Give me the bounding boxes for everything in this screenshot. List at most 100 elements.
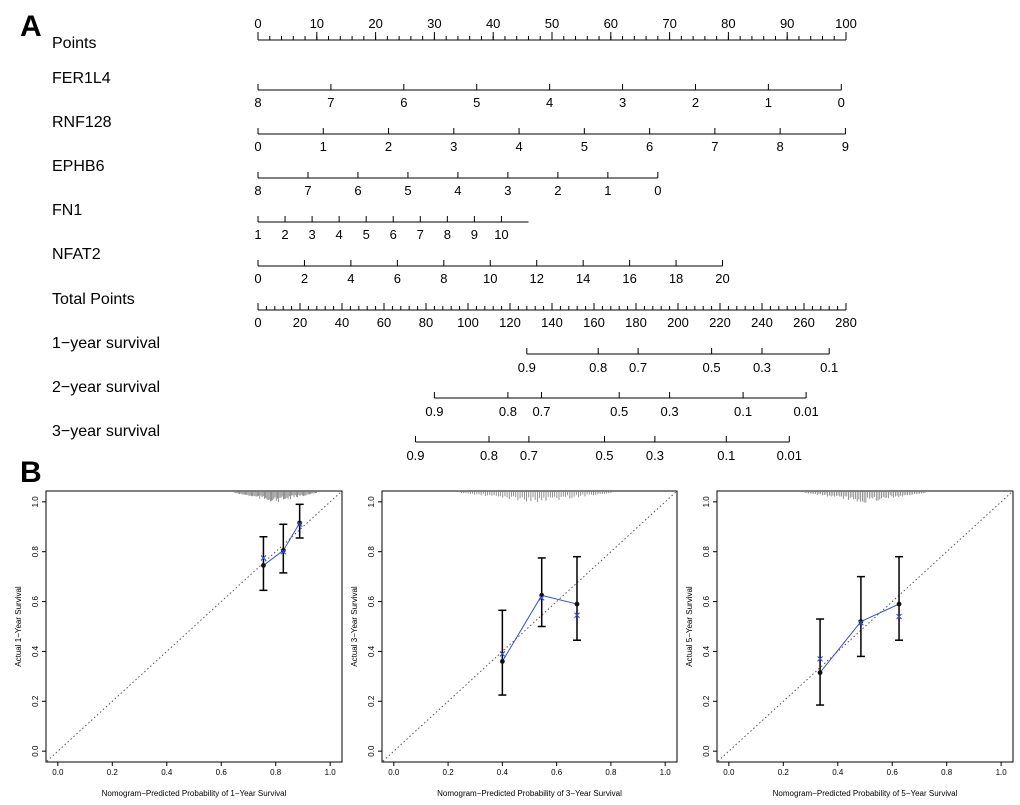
plot-frame: [716, 490, 1014, 763]
survival-tick-label-1: 0.8: [589, 360, 607, 375]
panel-label-b: B: [20, 456, 42, 489]
variable-tick-label-ephb6: 0: [654, 183, 661, 198]
observed-point: [817, 670, 823, 676]
variable-label-fn1: FN1: [52, 202, 82, 219]
variable-tick-label-nfat2: 20: [715, 271, 729, 286]
survival-tick-label-2: 0.3: [661, 404, 679, 419]
y-tick-label: 0.4: [367, 645, 376, 657]
variable-tick-label-rnf128: 2: [385, 139, 392, 154]
x-tick-label: 0.8: [270, 768, 282, 777]
variable-tick-label-nfat2: 6: [394, 271, 401, 286]
x-tick-label: 0.4: [161, 768, 173, 777]
total-points-tick-label: 80: [419, 315, 433, 330]
y-tick-label: 0.8: [367, 546, 376, 558]
variable-tick-label-nfat2: 8: [440, 271, 447, 286]
bias-corrected-marker: [499, 651, 506, 657]
x-tick-label: 0.2: [443, 768, 455, 777]
y-tick-label: 0.6: [31, 595, 40, 607]
survival-label-1: 1−year survival: [52, 335, 160, 352]
survival-tick-label-2: 0.1: [734, 404, 752, 419]
x-tick-label: 1.0: [996, 768, 1008, 777]
calibration-line: [263, 522, 301, 566]
points-tick-label: 90: [780, 16, 794, 31]
points-tick-label: 50: [545, 16, 559, 31]
variable-tick-label-fer1l4: 2: [692, 95, 699, 110]
x-tick-label: 0.6: [887, 768, 899, 777]
y-tick-label: 0.2: [31, 695, 40, 707]
survival-tick-label-1: 0.3: [753, 360, 771, 375]
observed-point: [896, 601, 902, 607]
variable-tick-label-rnf128: 7: [711, 139, 718, 154]
variable-tick-label-fn1: 4: [336, 227, 343, 242]
bias-corrected-marker: [896, 613, 902, 620]
variable-tick-label-ephb6: 3: [504, 183, 511, 198]
y-tick-label: 1.0: [702, 496, 711, 508]
variable-tick-label-ephb6: 2: [554, 183, 561, 198]
variable-tick-label-nfat2: 4: [347, 271, 354, 286]
x-axis-title: Nomogram−Predicted Probability of 5−Year…: [773, 789, 958, 798]
x-tick-label: 1.0: [660, 768, 672, 777]
observed-point: [280, 548, 286, 553]
survival-tick-label-1: 0.1: [820, 360, 838, 375]
points-tick-label: 40: [486, 16, 500, 31]
variable-tick-label-fn1: 9: [471, 227, 478, 242]
variable-tick-label-ephb6: 8: [254, 183, 261, 198]
calibration-plot-5-year: 0.0 0.2 0.4 0.6 0.8 1.0 0.0 0.2 0.4 0.6 0.8 1.0 Nomo…: [685, 490, 1014, 798]
calibration-line: [501, 594, 578, 662]
variable-tick-label-nfat2: 18: [669, 271, 683, 286]
x-tick-label: 0.0: [723, 768, 735, 777]
total-points-tick-label: 260: [793, 315, 815, 330]
x-axis-title: Nomogram−Predicted Probability of 1−Year…: [102, 789, 287, 798]
variable-label-fer1l4: FER1L4: [52, 70, 111, 87]
y-tick-label: 0.6: [367, 595, 376, 607]
variable-tick-label-nfat2: 10: [483, 271, 497, 286]
plot-frame: [45, 490, 343, 763]
points-row-label: Points: [52, 35, 96, 52]
bias-corrected-marker: [538, 594, 545, 601]
total-points-tick-label: 280: [835, 315, 857, 330]
total-points-tick-label: 60: [377, 315, 391, 330]
total-points-tick-label: 200: [667, 315, 689, 330]
total-points-label: Total Points: [52, 291, 135, 308]
y-axis-title: Actual 3−Year Survival: [350, 586, 359, 667]
x-tick-label: 1.0: [325, 768, 337, 777]
variable-tick-label-fn1: 10: [494, 227, 508, 242]
survival-tick-label-1: 0.7: [629, 360, 647, 375]
survival-tick-label-3: 0.5: [595, 448, 613, 463]
x-tick-label: 0.6: [216, 768, 228, 777]
variable-tick-label-nfat2: 14: [576, 271, 590, 286]
variable-tick-label-fn1: 7: [417, 227, 424, 242]
total-points-tick-label: 160: [583, 315, 605, 330]
variable-tick-label-ephb6: 1: [604, 183, 611, 198]
ideal-diagonal-line: [382, 491, 677, 762]
total-points-tick-label: 20: [293, 315, 307, 330]
survival-tick-label-3: 0.7: [520, 448, 538, 463]
x-tick-label: 0.8: [605, 768, 617, 777]
y-tick-label: 0.4: [31, 645, 40, 657]
y-tick-label: 0.0: [367, 745, 376, 757]
variable-tick-label-fer1l4: 0: [838, 95, 845, 110]
variable-tick-label-fer1l4: 6: [400, 95, 407, 110]
variable-tick-label-fn1: 1: [254, 227, 261, 242]
observed-point: [574, 601, 580, 607]
survival-tick-label-3: 0.3: [646, 448, 664, 463]
survival-tick-label-3: 0.01: [777, 448, 802, 463]
variable-tick-label-fn1: 3: [308, 227, 315, 242]
survival-tick-label-2: 0.5: [610, 404, 628, 419]
x-tick-label: 0.6: [551, 768, 563, 777]
variable-tick-label-nfat2: 12: [529, 271, 543, 286]
total-points-tick-label: 220: [709, 315, 731, 330]
calibration-plot-1-year: 0.0 0.2 0.4 0.6 0.8 1.0 0.0 0.2 0.4 0.6 0.8 1.0 Nomo…: [14, 490, 343, 798]
x-tick-label: 0.8: [941, 768, 953, 777]
variable-tick-label-rnf128: 0: [254, 139, 261, 154]
variable-tick-label-fn1: 8: [444, 227, 451, 242]
x-tick-label: 0.0: [52, 768, 64, 777]
variable-tick-label-ephb6: 6: [354, 183, 361, 198]
variable-tick-label-fer1l4: 7: [327, 95, 334, 110]
total-points-tick-label: 240: [751, 315, 773, 330]
variable-tick-label-fer1l4: 1: [765, 95, 772, 110]
variable-tick-label-fn1: 6: [390, 227, 397, 242]
y-tick-label: 0.6: [702, 595, 711, 607]
variable-tick-label-fer1l4: 3: [619, 95, 626, 110]
variable-tick-label-nfat2: 0: [254, 271, 261, 286]
